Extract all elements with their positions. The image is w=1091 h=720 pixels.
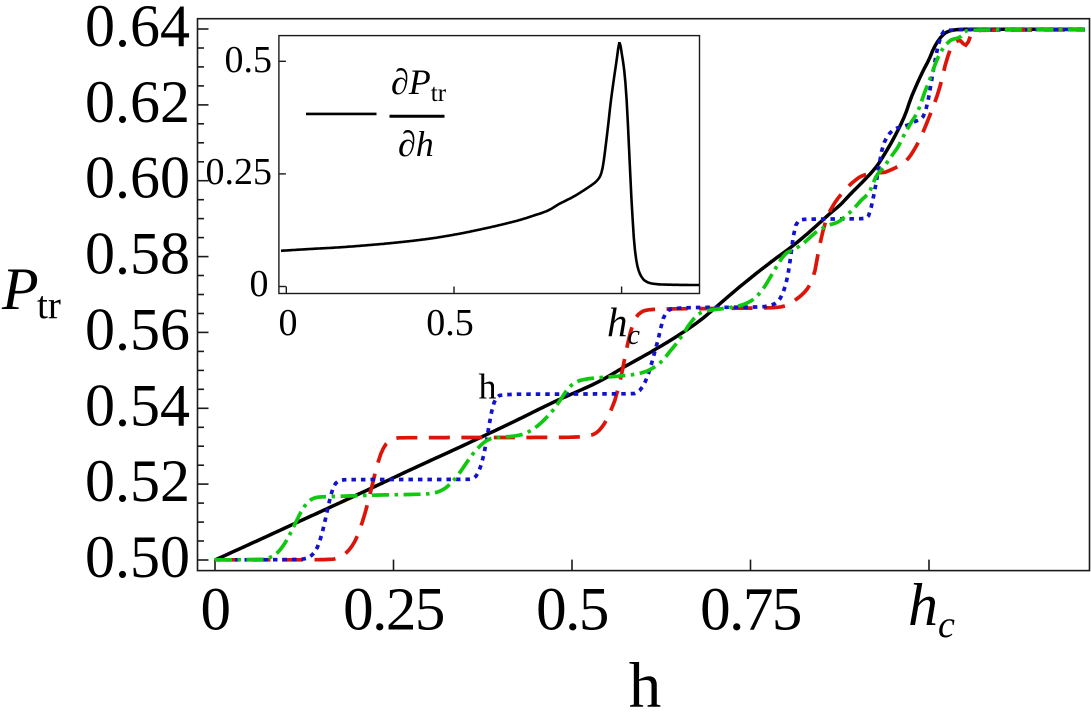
svg-text:hc: hc: [908, 572, 955, 646]
svg-text:0.25: 0.25: [343, 577, 444, 644]
svg-text:P: P: [1, 256, 39, 322]
svg-text:0: 0: [279, 302, 298, 344]
svg-text:h: h: [479, 367, 497, 407]
svg-text:0: 0: [250, 263, 269, 305]
svg-text:0.5: 0.5: [225, 39, 273, 81]
svg-text:0.64: 0.64: [85, 0, 190, 59]
svg-text:0.25: 0.25: [206, 151, 273, 193]
svg-text:0.5: 0.5: [536, 577, 608, 644]
svg-text:0.56: 0.56: [85, 296, 190, 362]
svg-text:0.52: 0.52: [85, 448, 190, 514]
svg-text:0.75: 0.75: [700, 577, 801, 644]
svg-text:0.50: 0.50: [85, 524, 190, 590]
svg-text:tr: tr: [37, 284, 61, 327]
svg-text:∂h: ∂h: [398, 124, 434, 164]
svg-text:0: 0: [201, 577, 230, 644]
svg-text:0.54: 0.54: [85, 372, 190, 438]
svg-text:0.58: 0.58: [85, 221, 190, 287]
svg-text:0.62: 0.62: [85, 69, 190, 135]
svg-text:h: h: [629, 650, 662, 720]
svg-text:0.5: 0.5: [426, 302, 474, 344]
svg-text:0.60: 0.60: [85, 145, 190, 211]
